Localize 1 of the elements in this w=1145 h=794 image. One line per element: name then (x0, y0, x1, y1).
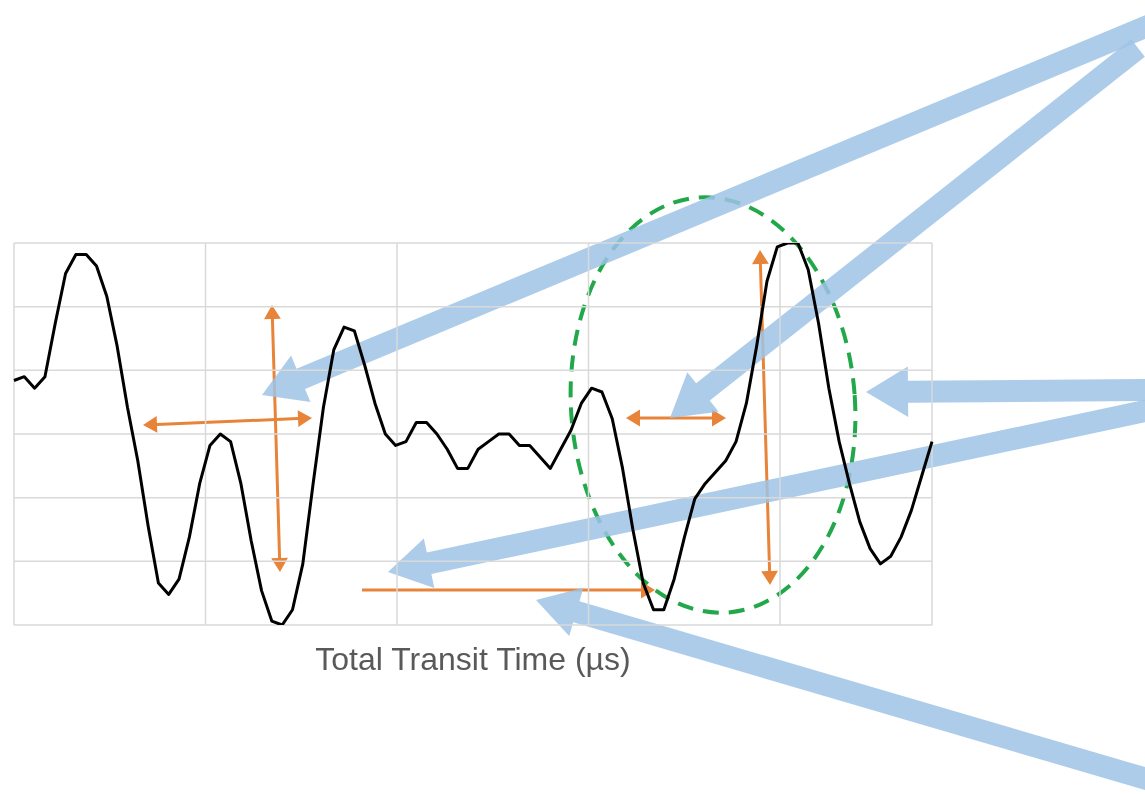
x-axis-title: Total Transit Time (µs) (315, 640, 631, 677)
